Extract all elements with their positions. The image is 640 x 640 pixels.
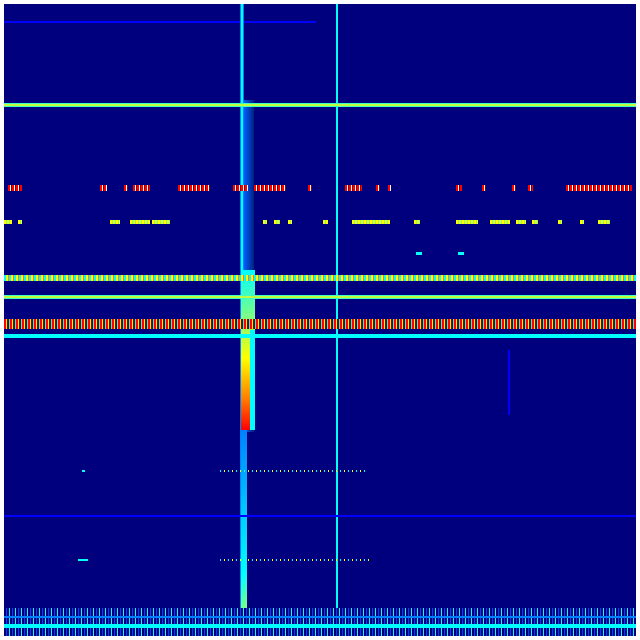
dashed-row-yellow-segment	[4, 220, 12, 224]
dot	[82, 470, 85, 472]
dashed-row-red-segment	[178, 185, 210, 191]
dashed-row-red-segment	[512, 185, 516, 191]
dashed-row-yellow-segment	[580, 220, 584, 224]
dot	[458, 252, 464, 255]
vertical-burst-edge	[250, 330, 255, 430]
dashed-row-red-segment	[376, 185, 380, 191]
small-streak	[508, 350, 510, 415]
dashed-row-yellow-segment	[352, 220, 390, 224]
dashed-row-yellow-segment	[288, 220, 292, 224]
dashed-row-yellow-segment	[323, 220, 328, 224]
band-336	[4, 334, 636, 338]
dashed-row-yellow-segment	[414, 220, 420, 224]
dashed-row-yellow-segment	[558, 220, 562, 224]
band-297	[4, 295, 636, 299]
dot	[78, 559, 88, 561]
heatmap-image	[4, 4, 636, 636]
dashed-row-red-segment	[233, 185, 248, 191]
band-104	[4, 103, 636, 107]
dashed-row-red-segment	[345, 185, 362, 191]
dotted-row-560	[220, 559, 370, 561]
dashed-row-red-segment	[133, 185, 150, 191]
dashed-row-yellow-segment	[263, 220, 267, 224]
dashed-row-yellow-segment	[532, 220, 538, 224]
dashed-row-yellow-segment	[110, 220, 120, 224]
dashed-row-red-segment	[456, 185, 462, 191]
dashed-row-yellow-segment	[18, 220, 22, 224]
dashed-row-yellow-segment	[152, 220, 170, 224]
dashed-row-red-segment	[482, 185, 486, 191]
dashed-row-red-segment	[124, 185, 128, 191]
vertical-tail	[241, 430, 247, 610]
faint-horizontal-line	[4, 21, 316, 23]
vertical-streak-secondary	[336, 4, 338, 620]
dashed-row-red-segment	[100, 185, 107, 191]
band-322	[4, 319, 636, 329]
band-278	[4, 275, 636, 281]
dashed-row-yellow-segment	[516, 220, 526, 224]
dashed-row-red-segment	[8, 185, 22, 191]
vertical-streak-halo	[244, 100, 254, 432]
bottom-noise	[4, 608, 636, 636]
dotted-row-471	[220, 470, 366, 472]
dashed-row-yellow-segment	[456, 220, 478, 224]
dashed-row-red-segment	[566, 185, 632, 191]
bottom-band	[4, 624, 636, 628]
dashed-row-yellow-segment	[130, 220, 150, 224]
bottom-band-faint	[4, 616, 636, 618]
dashed-row-red-segment	[388, 185, 391, 191]
dashed-row-yellow-segment	[274, 220, 280, 224]
dashed-row-red-segment	[528, 185, 533, 191]
dashed-row-yellow-segment	[598, 220, 610, 224]
dot	[416, 252, 422, 255]
dashed-row-red-segment	[254, 185, 286, 191]
dashed-row-yellow-segment	[490, 220, 510, 224]
dashed-row-red-segment	[308, 185, 312, 191]
faint-band-516	[4, 515, 636, 517]
